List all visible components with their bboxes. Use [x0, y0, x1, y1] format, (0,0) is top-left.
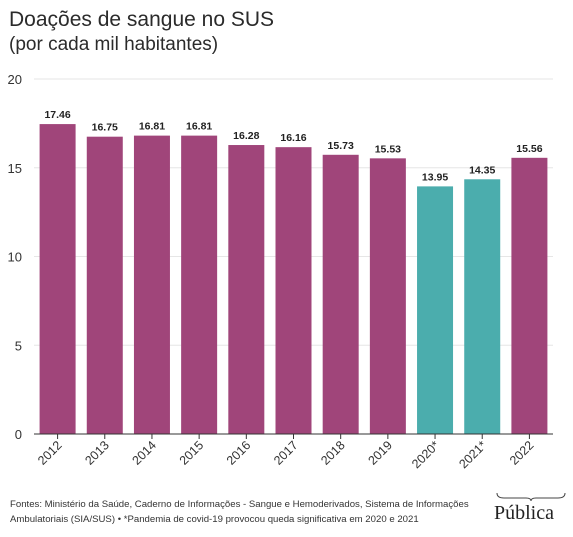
data-labels: 17.46 16.75 16.81 16.81 16.28 16.16 15.73 15.53… — [44, 109, 542, 183]
x-tick-label: 2012 — [35, 438, 65, 468]
bar-2015 — [181, 135, 218, 434]
y-axis-ticks: 0 5 10 15 20 — [8, 72, 22, 442]
x-tick-label: 2019 — [365, 438, 395, 468]
bar-2016 — [228, 145, 265, 434]
x-tick-label: 2021* — [456, 438, 489, 471]
x-tick-label: 2015 — [177, 438, 207, 468]
bar-2018 — [322, 154, 359, 435]
bar-2020-star — [417, 186, 454, 434]
data-label: 15.73 — [328, 140, 354, 152]
x-axis-ticks: 2012 2013 2014 2015 2016 2017 2018 2019 2020* 202… — [35, 434, 537, 471]
x-tick-label: 2020* — [409, 438, 442, 471]
bars — [39, 124, 548, 435]
bar-2021-star — [464, 179, 501, 434]
x-tick-label: 2017 — [271, 438, 301, 468]
data-label: 13.95 — [422, 171, 448, 183]
bar-2014 — [133, 135, 170, 434]
data-label: 16.28 — [233, 130, 259, 142]
publica-logo: Pública — [494, 502, 554, 524]
chart-title: Doações de sangue no SUS — [9, 8, 275, 31]
data-label: 16.75 — [92, 122, 118, 134]
y-tick-label: 15 — [8, 161, 22, 176]
data-label: 17.46 — [44, 109, 70, 121]
bar-2022 — [511, 157, 548, 434]
data-label: 14.35 — [469, 164, 495, 176]
x-tick-label: 2014 — [130, 438, 160, 468]
x-tick-label: 2013 — [82, 438, 112, 468]
y-tick-label: 0 — [15, 427, 22, 442]
data-label: 16.81 — [139, 121, 165, 133]
logo-brace-icon — [496, 492, 566, 502]
x-tick-label: 2022 — [507, 438, 537, 468]
y-tick-label: 20 — [8, 72, 22, 87]
bar-2017 — [275, 147, 312, 434]
data-label: 16.16 — [280, 132, 306, 144]
x-tick-label: 2018 — [318, 438, 348, 468]
source-note: Fontes: Ministério da Saúde, Caderno de … — [10, 499, 469, 525]
data-label: 16.81 — [186, 121, 212, 133]
bar-2012 — [39, 124, 76, 435]
chart-subtitle: (por cada mil habitantes) — [9, 34, 219, 55]
x-tick-label: 2016 — [224, 438, 254, 468]
y-tick-label: 10 — [8, 250, 22, 265]
bar-2013 — [86, 136, 123, 434]
data-label: 15.56 — [516, 143, 542, 155]
y-tick-label: 5 — [15, 338, 22, 353]
bar-2019 — [369, 158, 406, 434]
data-label: 15.53 — [375, 143, 401, 155]
